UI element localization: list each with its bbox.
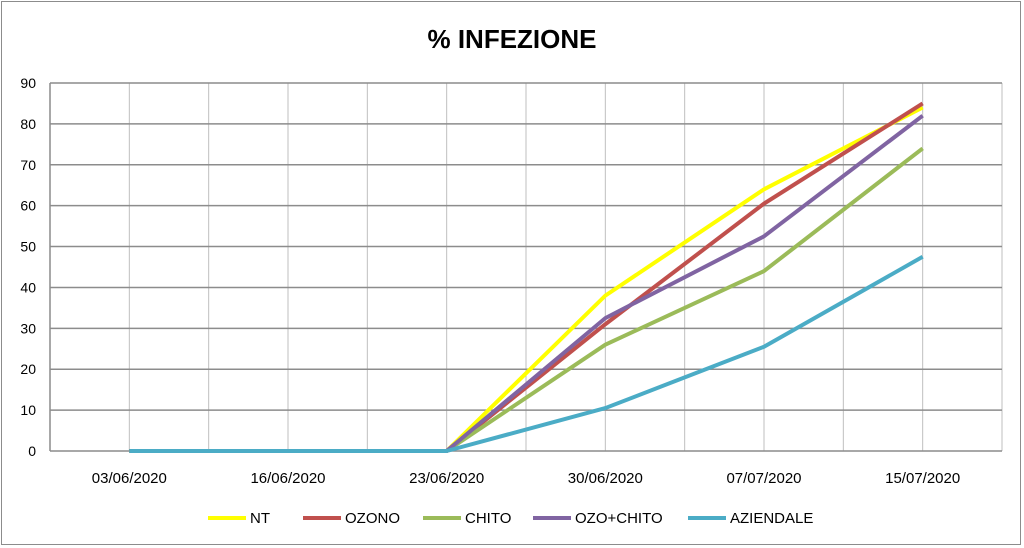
legend-label-chito: CHITO: [465, 510, 511, 527]
x-tick-label: 03/06/2020: [92, 470, 167, 487]
x-tick-label: 15/07/2020: [885, 470, 960, 487]
legend-label-ozo-chito: OZO+CHITO: [575, 510, 663, 527]
y-tick-label: 70: [20, 157, 36, 173]
x-tick-label: 16/06/2020: [250, 470, 325, 487]
x-tick-label: 30/06/2020: [568, 470, 643, 487]
legend-label-ozono: OZONO: [345, 510, 400, 527]
y-tick-label: 50: [20, 239, 36, 255]
y-tick-label: 40: [20, 279, 36, 295]
y-tick-label: 90: [20, 75, 36, 91]
y-tick-label: 80: [20, 116, 36, 132]
x-tick-label: 23/06/2020: [409, 470, 484, 487]
legend-label-nt: NT: [250, 510, 270, 527]
series-line-aziendale: [129, 255, 924, 453]
y-tick-label: 20: [20, 361, 36, 377]
chart-title: % INFEZIONE: [427, 24, 596, 54]
y-tick-label: 30: [20, 320, 36, 336]
legend-label-aziendale: AZIENDALE: [730, 510, 813, 527]
y-tick-label: 60: [20, 198, 36, 214]
y-tick-label: 10: [20, 402, 36, 418]
y-tick-label: 0: [28, 443, 36, 459]
x-tick-label: 07/07/2020: [726, 470, 801, 487]
